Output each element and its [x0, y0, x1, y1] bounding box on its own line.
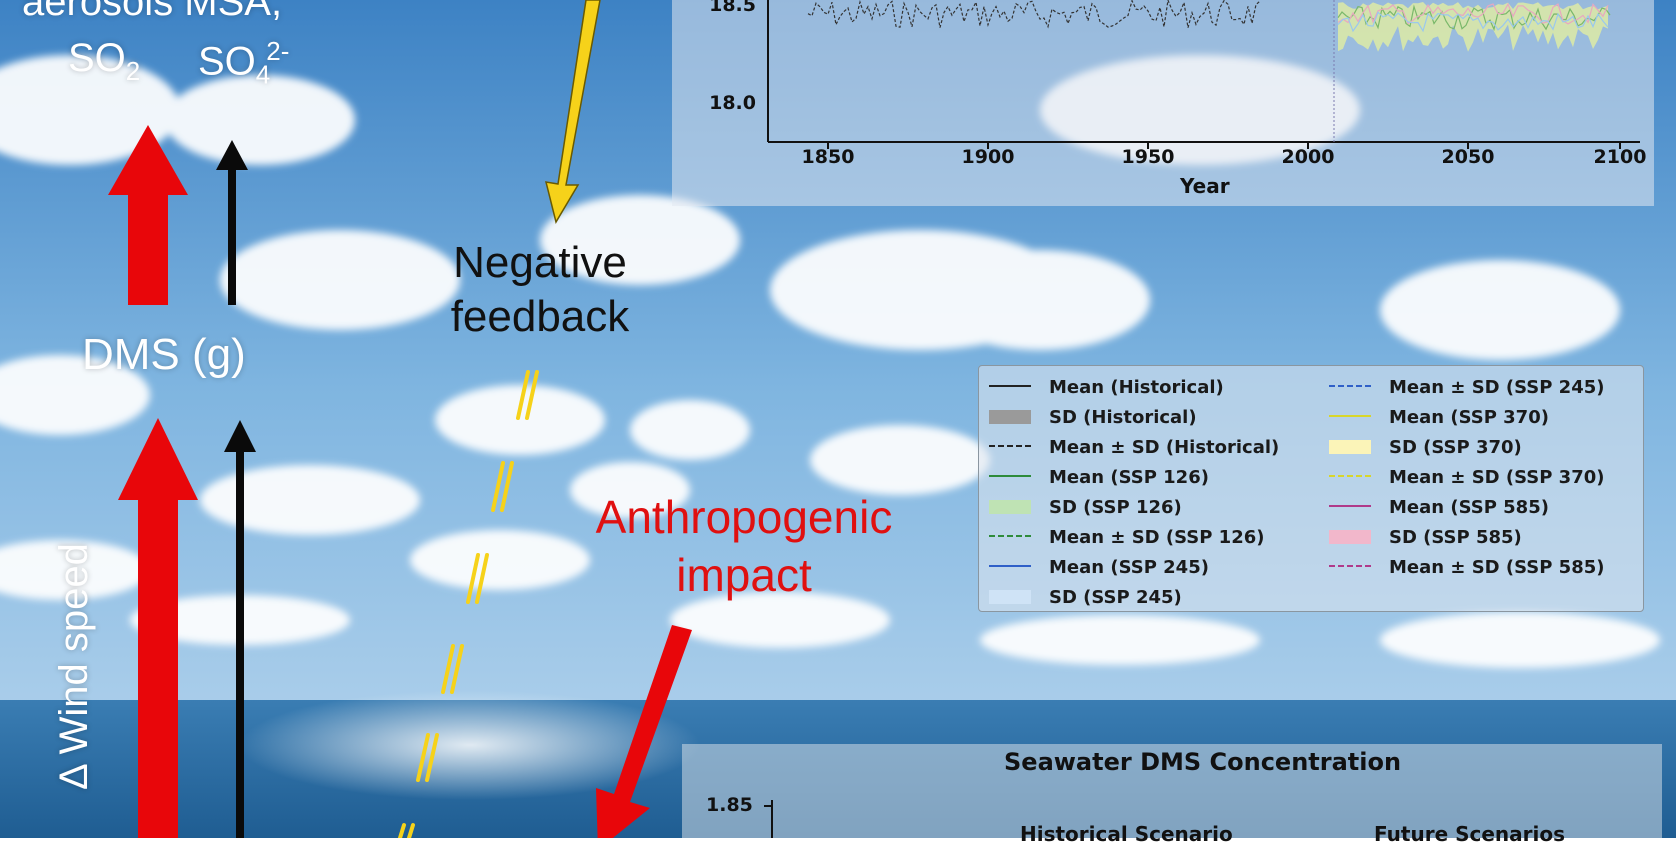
legend-swatch [1329, 565, 1371, 569]
historical-series [807, 0, 1261, 29]
legend-label: Mean ± SD (SSP 245) [1389, 376, 1605, 398]
ssp126-series [1337, 4, 1611, 32]
legend: Mean (Historical) SD (Historical) Mean ± S… [978, 365, 1644, 612]
legend-entry: SD (Historical) [989, 402, 1279, 432]
legend-column-2: Mean ± SD (SSP 245) Mean (SSP 370) SD (SSP… [1329, 372, 1604, 582]
bottom-chart-panel [682, 744, 1662, 838]
legend-swatch [989, 535, 1031, 539]
legend-entry: Mean (Historical) [989, 372, 1279, 402]
dms-gas-label: DMS (g) [82, 330, 246, 379]
x-tick-2100: 2100 [1593, 146, 1647, 168]
legend-label: Mean ± SD (SSP 585) [1389, 556, 1605, 578]
legend-entry: SD (SSP 370) [1329, 432, 1604, 462]
legend-label: Mean (SSP 585) [1389, 496, 1549, 518]
legend-label: SD (Historical) [1049, 406, 1197, 428]
legend-entry: SD (SSP 126) [989, 492, 1279, 522]
legend-swatch [1329, 530, 1371, 544]
legend-label: Mean (SSP 245) [1049, 556, 1209, 578]
x-tick-1950: 1950 [1121, 146, 1175, 168]
legend-entry: Mean ± SD (SSP 585) [1329, 552, 1604, 582]
legend-entry: SD (SSP 585) [1329, 522, 1604, 552]
legend-entry: Mean (SSP 245) [989, 552, 1279, 582]
legend-label: SD (SSP 126) [1049, 496, 1182, 518]
lower-black-arrow [224, 420, 256, 838]
legend-swatch [1329, 475, 1371, 479]
historical-scenario-label: Historical Scenario [1020, 822, 1233, 846]
legend-swatch [989, 445, 1031, 449]
legend-swatch [989, 500, 1031, 514]
legend-swatch [1329, 505, 1371, 509]
legend-swatch [1329, 385, 1371, 389]
legend-swatch [989, 385, 1031, 389]
legend-entry: Mean (SSP 370) [1329, 402, 1604, 432]
wind-speed-label: Δ Wind speed [52, 543, 96, 790]
legend-label: SD (SSP 585) [1389, 526, 1522, 548]
x-tick-2000: 2000 [1281, 146, 1335, 168]
legend-entry: SD (SSP 245) [989, 582, 1279, 612]
x-tick-2050: 2050 [1441, 146, 1495, 168]
top-chart-xlabel: Year [1180, 174, 1230, 198]
bottom-chart-title: Seawater DMS Concentration [1004, 748, 1402, 776]
future-scenarios-label: Future Scenarios [1374, 822, 1566, 846]
legend-entry: Mean ± SD (SSP 370) [1329, 462, 1604, 492]
y-tick-18-5: 18.5 [709, 0, 756, 16]
legend-swatch [989, 475, 1031, 479]
negative-feedback-arrow [544, 0, 601, 224]
legend-label: Mean ± SD (SSP 126) [1049, 526, 1265, 548]
upper-red-arrow [108, 125, 188, 305]
legend-swatch [1329, 440, 1371, 454]
legend-label: Mean ± SD (SSP 370) [1389, 466, 1605, 488]
anthropogenic-arrow [596, 625, 692, 838]
future-band [1338, 2, 1608, 52]
legend-label: Mean (SSP 370) [1389, 406, 1549, 428]
so2-label: SO2 [68, 36, 141, 86]
x-tick-1850: 1850 [801, 146, 855, 168]
legend-label: Mean (Historical) [1049, 376, 1224, 398]
so4-label: SO42- [198, 36, 290, 90]
legend-label: Mean (SSP 126) [1049, 466, 1209, 488]
top-chart-panel [672, 0, 1654, 206]
bottom-y-tick-1-85: 1.85 [706, 794, 753, 816]
legend-entry: Mean (SSP 585) [1329, 492, 1604, 522]
top-chart [767, 0, 1640, 149]
aerosols-label: aerosols MSA, [22, 0, 283, 24]
lower-red-arrow [118, 418, 198, 838]
anthropogenic-impact-label: Anthropogenic impact [595, 491, 893, 601]
legend-entry: Mean (SSP 126) [989, 462, 1279, 492]
legend-swatch [989, 410, 1031, 424]
legend-label: SD (SSP 370) [1389, 436, 1522, 458]
ssp245-series [1337, 11, 1609, 33]
legend-entry: Mean ± SD (SSP 126) [989, 522, 1279, 552]
legend-label: SD (SSP 245) [1049, 586, 1182, 608]
feedback-dashed-line [398, 370, 539, 838]
legend-label: Mean ± SD (Historical) [1049, 436, 1280, 458]
legend-swatch [989, 590, 1031, 604]
x-tick-1900: 1900 [961, 146, 1015, 168]
legend-swatch [1329, 415, 1371, 419]
negative-feedback-label: Negative feedback [450, 238, 630, 341]
legend-entry: Mean ± SD (SSP 245) [1329, 372, 1604, 402]
legend-swatch [989, 565, 1031, 569]
y-tick-18-0: 18.0 [709, 92, 756, 114]
legend-column-1: Mean (Historical) SD (Historical) Mean ± S… [989, 372, 1279, 612]
upper-black-arrow [216, 140, 248, 305]
legend-entry: Mean ± SD (Historical) [989, 432, 1279, 462]
